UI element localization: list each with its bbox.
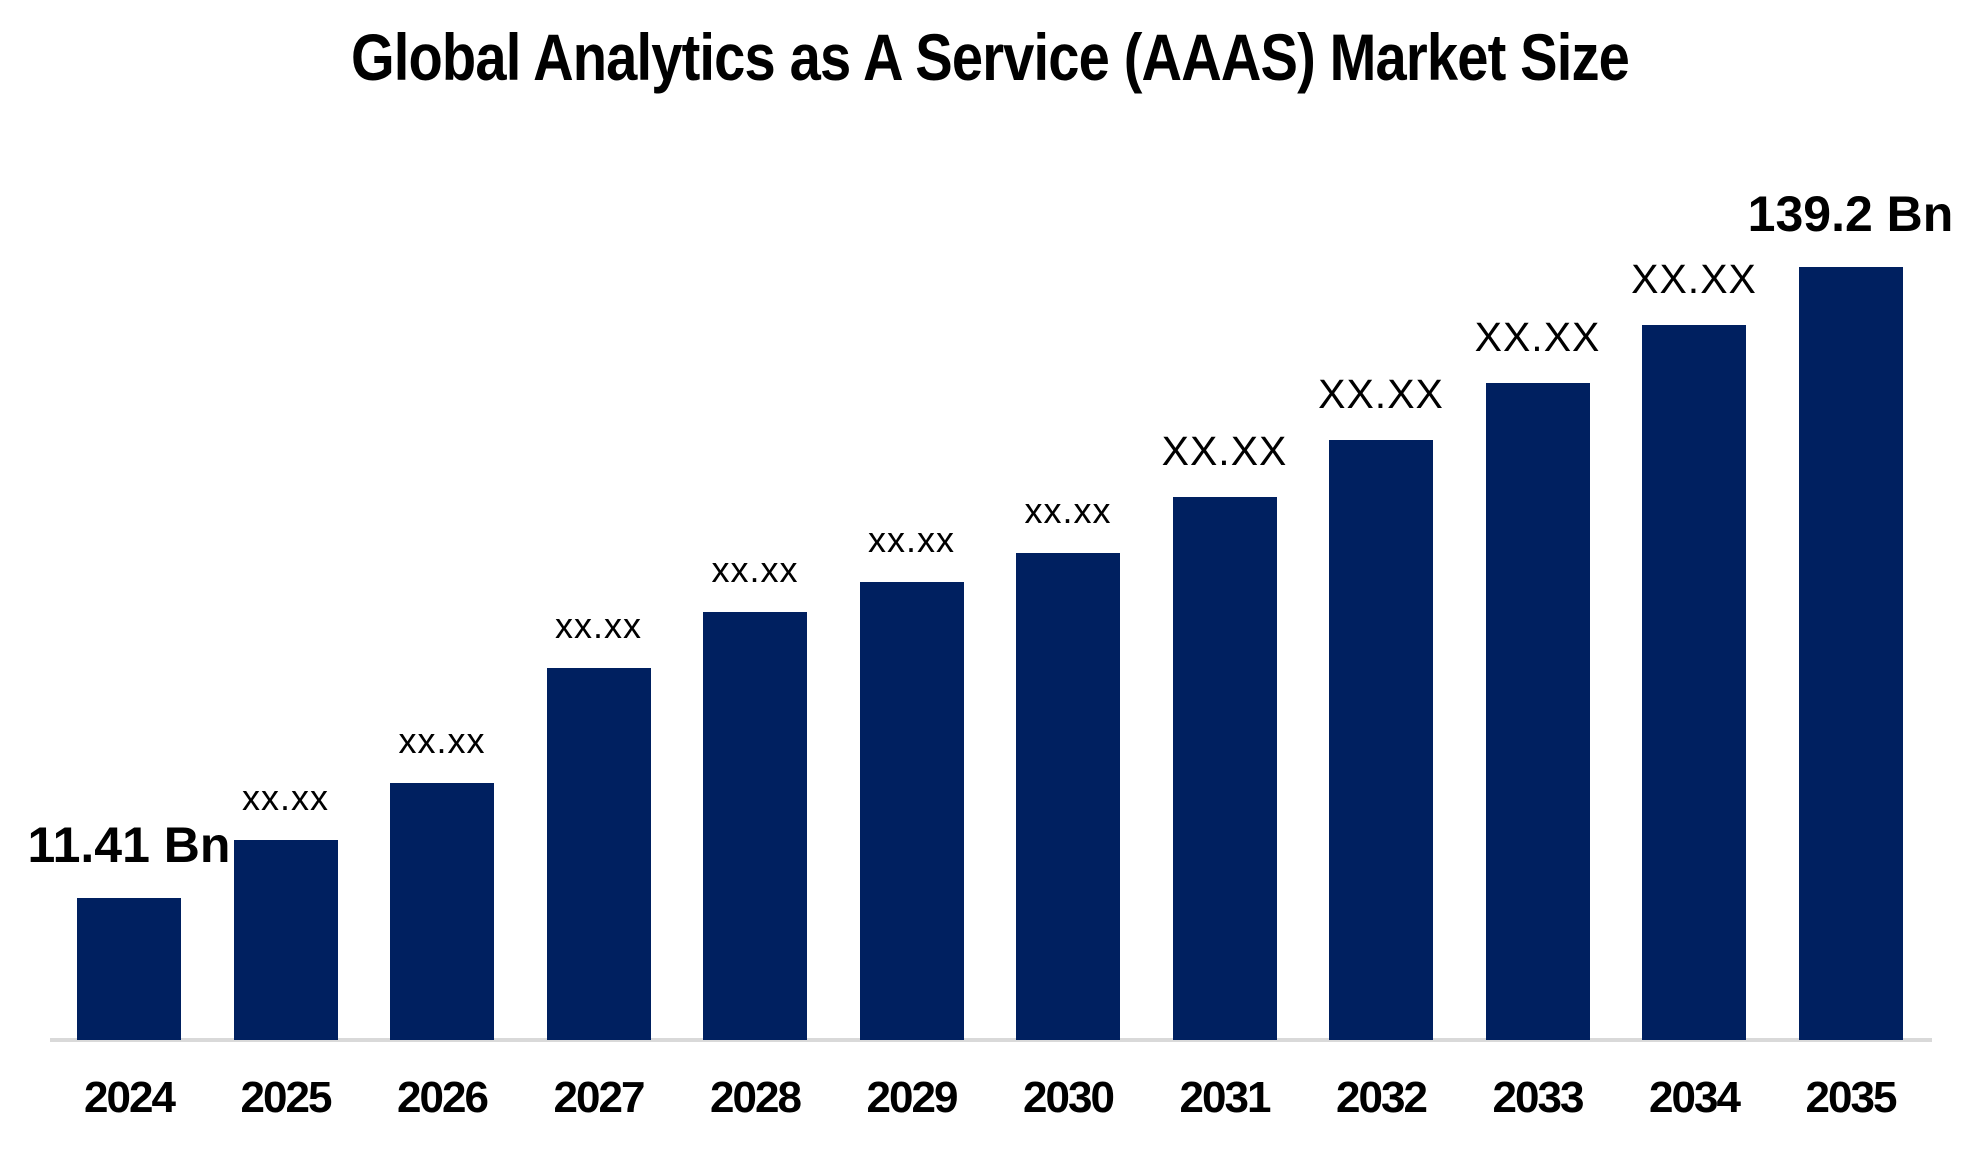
bar-2028 bbox=[703, 612, 807, 1040]
bar-2031 bbox=[1172, 497, 1277, 1040]
bar-value-label-2024: 11.41 Bn bbox=[27, 817, 231, 873]
x-axis-tick-2035: 2035 bbox=[1805, 1073, 1898, 1122]
bar-2030 bbox=[1016, 553, 1120, 1040]
bar-value-label-2030: xx.xx bbox=[1024, 490, 1112, 531]
x-axis-tick-2031: 2031 bbox=[1179, 1073, 1272, 1122]
bar-2026 bbox=[390, 783, 494, 1040]
bar-2029 bbox=[859, 582, 964, 1040]
bar-value-label-2031: XX.XX bbox=[1161, 428, 1288, 474]
bar-value-label-2025: xx.xx bbox=[241, 777, 329, 818]
x-axis-tick-2027: 2027 bbox=[553, 1073, 646, 1122]
bar-value-label-2029: xx.xx bbox=[867, 519, 955, 560]
x-axis-tick-2026: 2026 bbox=[397, 1073, 489, 1122]
x-axis-tick-2030: 2030 bbox=[1023, 1073, 1115, 1122]
bar-2027 bbox=[546, 668, 651, 1040]
x-axis-tick-2033: 2033 bbox=[1492, 1073, 1585, 1122]
bar-value-label-2026: xx.xx bbox=[398, 720, 486, 761]
bar-value-label-2034: XX.XX bbox=[1631, 256, 1757, 302]
bar-2034 bbox=[1642, 325, 1746, 1040]
x-axis-tick-2032: 2032 bbox=[1336, 1073, 1428, 1122]
bar-value-label-2033: XX.XX bbox=[1474, 314, 1601, 360]
bar-2025 bbox=[233, 840, 338, 1040]
chart-title: Global Analytics as A Service (AAAS) Mar… bbox=[350, 20, 1630, 94]
bar-2024 bbox=[77, 898, 181, 1040]
bar-value-label-2027: xx.xx bbox=[554, 605, 642, 646]
x-axis-line bbox=[50, 1038, 1932, 1042]
x-axis-tick-2025: 2025 bbox=[240, 1073, 333, 1122]
x-axis-tick-2028: 2028 bbox=[710, 1073, 802, 1122]
bar-value-label-2035: 139.2 Bn bbox=[1747, 186, 1954, 242]
x-axis-tick-2034: 2034 bbox=[1649, 1073, 1741, 1122]
bar-2032 bbox=[1329, 440, 1433, 1040]
bar-value-label-2032: XX.XX bbox=[1318, 371, 1444, 417]
x-axis-tick-2024: 2024 bbox=[84, 1073, 176, 1122]
bar-2033 bbox=[1485, 383, 1590, 1040]
x-axis-tick-2029: 2029 bbox=[866, 1073, 959, 1122]
bar-2035 bbox=[1798, 267, 1903, 1040]
bar-value-label-2028: xx.xx bbox=[711, 549, 799, 590]
